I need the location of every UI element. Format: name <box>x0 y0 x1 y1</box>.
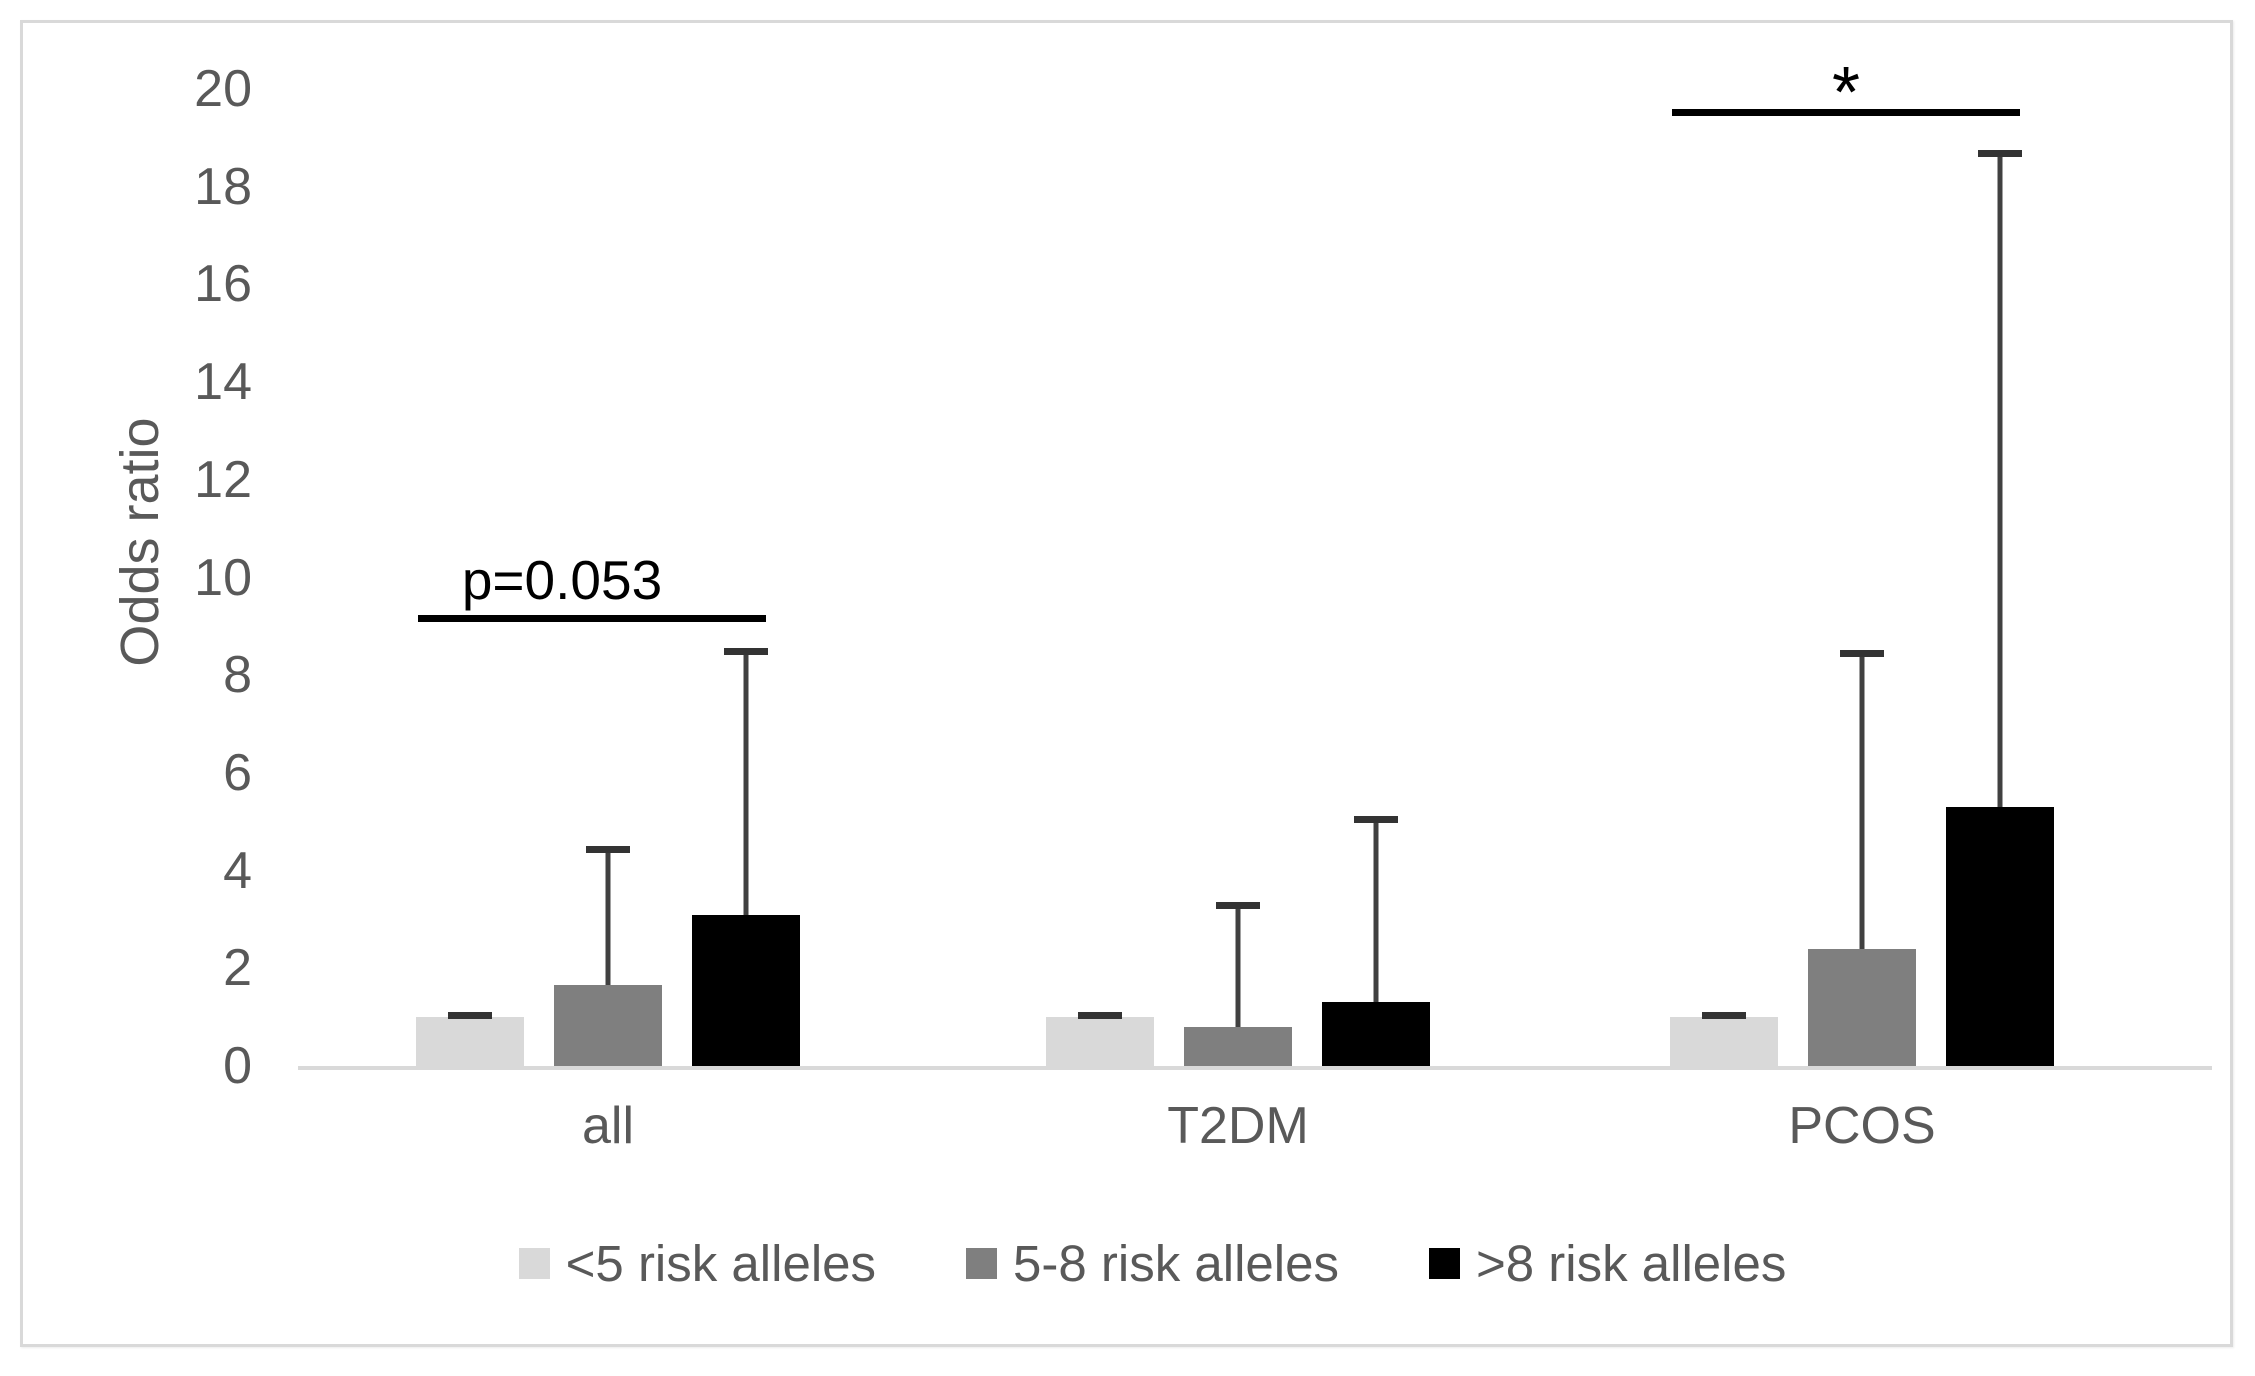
legend-item-series0: <5 risk alleles <box>518 1235 877 1292</box>
legend-swatch-icon <box>966 1248 998 1279</box>
error-bar-whisker <box>605 848 611 986</box>
y-tick-label: 20 <box>194 60 252 118</box>
error-bar-cap <box>1840 650 1884 658</box>
legend-label: >8 risk alleles <box>1475 1235 1787 1292</box>
y-tick-label: 12 <box>194 450 252 509</box>
y-tick-label: 0 <box>223 1037 252 1095</box>
legend-swatch-icon <box>518 1248 550 1279</box>
bar-PCOS-series2 <box>1946 807 2054 1066</box>
error-bar-whisker <box>1859 653 1865 949</box>
y-tick-label: 14 <box>194 353 252 412</box>
category-label-T2DM: T2DM <box>1167 1097 1309 1155</box>
error-bar-whisker <box>1997 152 2003 808</box>
error-bar-cap <box>1702 1011 1746 1019</box>
error-bar-cap <box>724 647 768 655</box>
error-bar-cap <box>1354 816 1398 824</box>
bar-all-series2 <box>692 914 800 1066</box>
y-tick-label: 2 <box>223 939 252 998</box>
bar-T2DM-series2 <box>1322 1002 1430 1066</box>
y-tick-label: 4 <box>223 841 252 900</box>
y-tick-label: 8 <box>223 646 252 705</box>
legend-item-series1: 5-8 risk alleles <box>966 1238 1339 1289</box>
x-axis-line <box>298 1066 2212 1070</box>
y-tick-label: 10 <box>194 548 252 607</box>
y-tick-label: 6 <box>223 743 252 802</box>
error-bar-whisker <box>1373 819 1379 1003</box>
significance-label-all: p=0.053 <box>461 549 663 612</box>
category-label-PCOS: PCOS <box>1788 1097 1936 1155</box>
error-bar-cap <box>1216 901 1260 909</box>
significance-label-PCOS: * <box>1831 52 1861 133</box>
legend: <5 risk alleles 5-8 risk alleles >8 risk a… <box>0 1238 2255 1289</box>
error-bar-cap <box>448 1011 492 1019</box>
bar-T2DM-series1 <box>1184 1026 1292 1066</box>
error-bar-whisker <box>743 650 749 915</box>
y-tick-label: 16 <box>194 255 252 314</box>
bar-T2DM-series0 <box>1046 1017 1154 1066</box>
significance-line-all <box>418 615 766 623</box>
y-tick-label: 18 <box>194 157 252 216</box>
legend-swatch-icon <box>1428 1248 1460 1279</box>
bar-all-series1 <box>554 985 662 1066</box>
bar-all-series0 <box>416 1017 524 1066</box>
bar-PCOS-series1 <box>1808 948 1916 1066</box>
bar-PCOS-series0 <box>1670 1017 1778 1066</box>
error-bar-cap <box>1978 149 2022 157</box>
legend-label: <5 risk alleles <box>565 1235 877 1292</box>
legend-item-series2: >8 risk alleles <box>1428 1235 1787 1292</box>
significance-line-PCOS <box>1672 108 2020 116</box>
error-bar-cap <box>1078 1011 1122 1019</box>
error-bar-cap <box>586 845 630 853</box>
category-label-all: all <box>581 1097 635 1155</box>
error-bar-whisker <box>1235 904 1241 1027</box>
legend-label: 5-8 risk alleles <box>1013 1235 1339 1292</box>
